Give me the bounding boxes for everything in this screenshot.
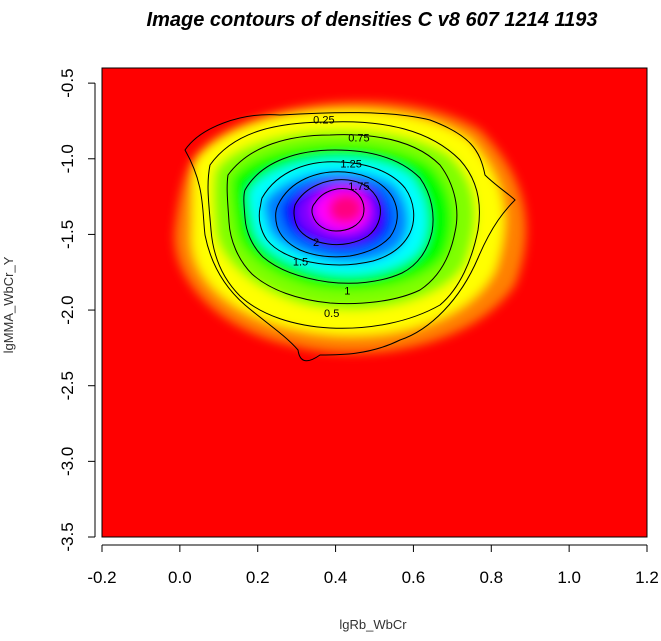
contour-label-layer: 0.25 0.5 0.75 1 1.25 1.5 1.75 2 — [293, 114, 370, 320]
x-tick-label: 0.0 — [168, 568, 192, 587]
x-tick-label: 0.2 — [246, 568, 270, 587]
x-tick-label: 0.8 — [479, 568, 503, 587]
y-tick-label: -2.5 — [58, 371, 77, 400]
x-tick-label: 0.6 — [402, 568, 426, 587]
x-tick-label: 1.2 — [635, 568, 659, 587]
contour-label: 0.75 — [348, 133, 369, 145]
contour-label: 1.75 — [348, 181, 369, 193]
contour-label: 1.25 — [340, 158, 361, 170]
contour-label: 0.25 — [313, 114, 334, 126]
contour-label: 1 — [344, 285, 350, 297]
chart-title: Image contours of densities C v8 607 121… — [147, 9, 598, 31]
contour-line-175 — [293, 179, 381, 246]
contour-line-125 — [258, 161, 415, 266]
x-axis: -0.2 0.0 0.2 0.4 0.6 0.8 1.0 1.2 — [87, 544, 659, 587]
x-tick-label: 1.0 — [557, 568, 581, 587]
contour-line-150 — [275, 171, 398, 258]
x-axis-title: lgRb_WbCr — [339, 617, 407, 632]
x-tick-label: -0.2 — [87, 568, 116, 587]
contour-line-075 — [226, 134, 458, 305]
x-tick-label: 0.4 — [324, 568, 348, 587]
contour-label: 2 — [313, 237, 319, 249]
contour-lines — [184, 112, 516, 362]
density-band-pink — [328, 194, 363, 223]
contour-line-025 — [184, 112, 516, 362]
y-axis: -0.5 -1.0 -1.5 -2.0 -2.5 -3.0 -3.5 — [58, 68, 96, 552]
y-tick-label: -1.5 — [58, 220, 77, 249]
plot-frame — [101, 67, 648, 538]
contour-line-050 — [207, 121, 480, 329]
plot-area: 0.25 0.5 0.75 1 1.25 1.5 1.75 2 — [102, 68, 647, 537]
density-field — [174, 101, 527, 354]
y-tick-label: -2.0 — [58, 295, 77, 324]
contour-label: 1.5 — [293, 257, 308, 269]
contour-line-200 — [311, 188, 365, 232]
contour-label: 0.5 — [324, 308, 339, 320]
contour-line-100 — [243, 149, 434, 284]
y-tick-label: -0.5 — [58, 68, 77, 97]
y-tick-label: -1.0 — [58, 144, 77, 173]
y-tick-label: -3.5 — [58, 522, 77, 551]
y-axis-title: lgMMA_WbCr_Y — [1, 256, 16, 353]
y-tick-label: -3.0 — [58, 447, 77, 476]
